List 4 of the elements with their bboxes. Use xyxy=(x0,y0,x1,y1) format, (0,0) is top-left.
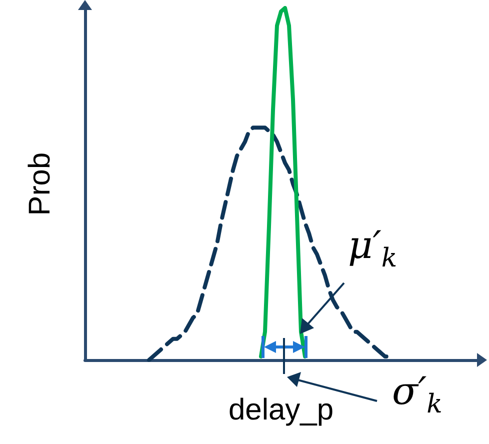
text: σ′$_{k}$ xyxy=(392,369,442,420)
x-axis-title: delay_p xyxy=(228,394,334,426)
y-axis-title: Prob xyxy=(24,152,56,216)
annotation: μ′$_{k}$ xyxy=(348,223,398,274)
